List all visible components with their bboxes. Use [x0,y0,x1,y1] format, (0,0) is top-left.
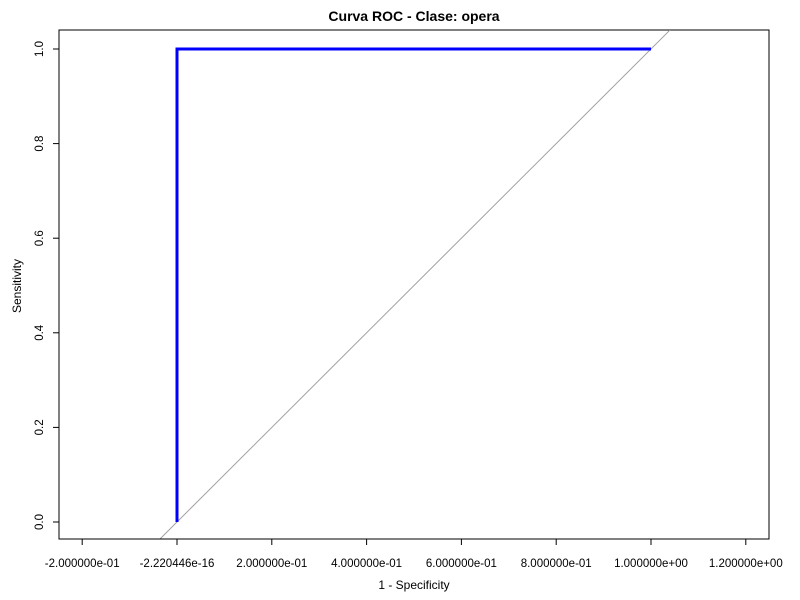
x-tick-label: -2.000000e-01 [45,558,120,570]
chart-title: Curva ROC - Clase: opera [328,8,499,24]
x-tick-label: 1.000000e+00 [614,558,688,570]
roc-curve-line [175,47,651,522]
x-tick-label: 8.000000e-01 [521,558,592,570]
x-tick-label: -2.220446e-16 [140,558,215,570]
y-tick-label: 0.0 [34,514,46,530]
x-axis-label: 1 - Specificity [378,578,449,592]
x-tick-label: 4.000000e-01 [331,558,402,570]
y-tick-label: 0.6 [34,230,46,246]
plot-frame [58,29,770,540]
y-axis-label: Sensitivity [10,259,24,313]
reference-diagonal [159,30,671,539]
y-tick-label: 0.4 [34,324,46,341]
y-tick-label: 1.0 [34,41,46,57]
x-tick-label: 2.000000e-01 [236,558,307,570]
y-tick-label: 0.2 [34,419,46,435]
x-tick-label: 6.000000e-01 [426,558,497,570]
x-tick-label: 1.200000e+00 [709,558,783,570]
y-tick-label: 0.8 [34,136,46,152]
